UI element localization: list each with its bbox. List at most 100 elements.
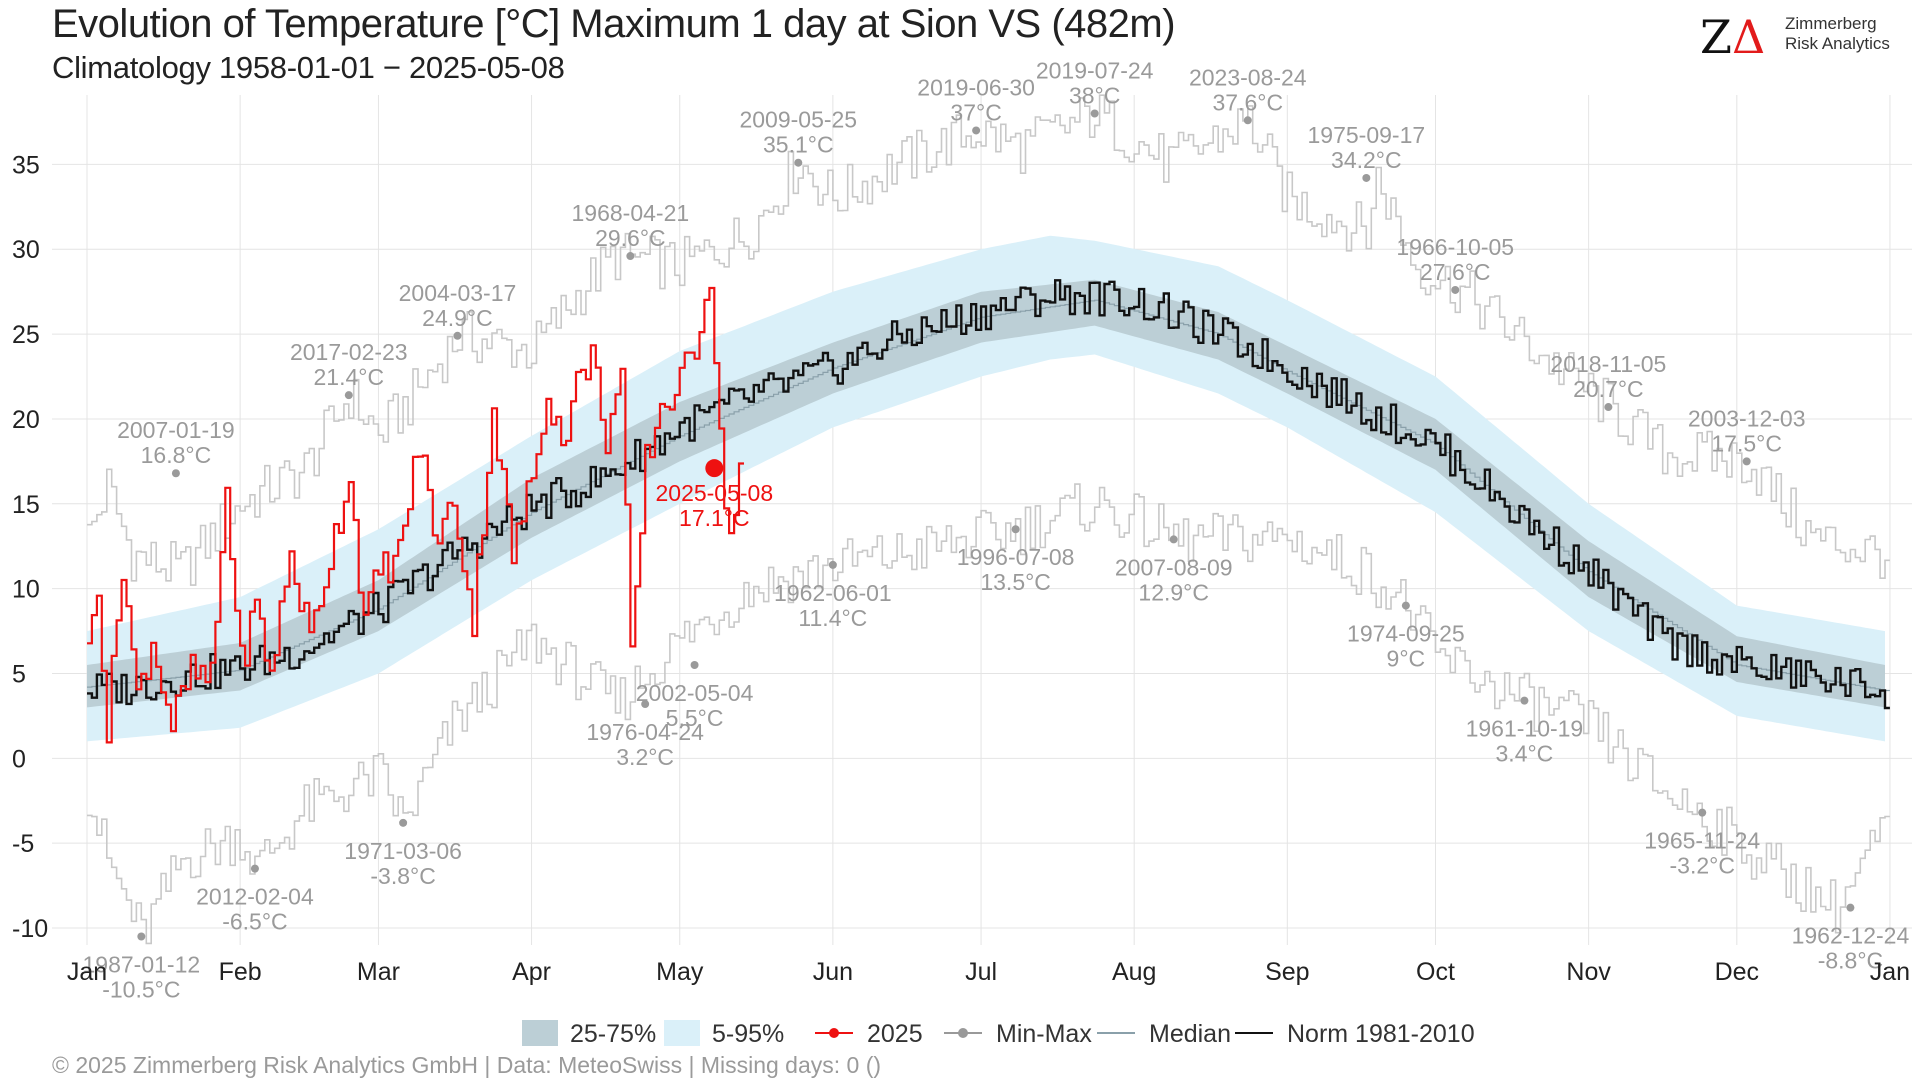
annotation-date: 2004-03-17 bbox=[399, 280, 517, 306]
footer-credit: © 2025 Zimmerberg Risk Analytics GmbH | … bbox=[52, 1052, 882, 1078]
annotation-value: 5.5°C bbox=[666, 705, 724, 731]
y-tick-label: 25 bbox=[12, 321, 40, 349]
annotation-date: 2007-08-09 bbox=[1115, 554, 1233, 580]
annotation-date: 1962-12-24 bbox=[1792, 923, 1910, 949]
percentile-bands bbox=[87, 235, 1885, 742]
x-tick-label: Jun bbox=[813, 958, 853, 986]
current-value-marker bbox=[705, 459, 724, 478]
legend-swatch bbox=[522, 1020, 558, 1046]
chart-header: Evolution of Temperature [°C] Maximum 1 … bbox=[0, 0, 1920, 100]
annotation-date: 2002-05-04 bbox=[636, 680, 754, 706]
annotation-value: 21.4°C bbox=[314, 364, 385, 390]
legend-label: Norm 1981-2010 bbox=[1287, 1020, 1475, 1048]
record-dot bbox=[828, 560, 837, 569]
record-dot bbox=[1698, 808, 1707, 817]
annotation-value: 3.2°C bbox=[616, 744, 674, 770]
annotation-value: 17.5°C bbox=[1711, 430, 1782, 456]
chart-legend: 25-75% 5-95% 2025 Min-Max Median Norm 1981-20… bbox=[0, 1016, 1920, 1050]
record-dot bbox=[972, 126, 981, 135]
annotation-value: 27.6°C bbox=[1420, 259, 1491, 285]
legend-line-icon bbox=[815, 1028, 853, 1038]
record-dot bbox=[250, 864, 259, 873]
x-tick-label: Mar bbox=[357, 958, 400, 986]
legend-swatch bbox=[664, 1020, 700, 1046]
record-dot bbox=[626, 252, 635, 261]
annotation-date: 2007-01-19 bbox=[117, 417, 235, 443]
annotation-value: 3.4°C bbox=[1496, 741, 1554, 767]
x-tick-label: May bbox=[656, 958, 704, 986]
chart-subtitle: Climatology 1958-01-01 − 2025-05-08 bbox=[52, 50, 565, 85]
annotation-value: 16.8°C bbox=[141, 442, 212, 468]
record-dot bbox=[137, 932, 146, 941]
y-tick-label: 20 bbox=[12, 406, 40, 434]
annotation-date: 1976-04-24 bbox=[586, 719, 704, 745]
x-tick-label: Aug bbox=[1112, 958, 1156, 986]
legend-line-icon bbox=[1097, 1032, 1135, 1034]
legend-line-icon bbox=[1235, 1032, 1273, 1034]
record-dot bbox=[1742, 457, 1751, 466]
series-max-line bbox=[87, 94, 1890, 586]
record-dot bbox=[641, 700, 650, 709]
x-tick-label: Dec bbox=[1715, 958, 1759, 986]
logo-mark: ZΔ bbox=[1700, 12, 1765, 62]
y-tick-label: -5 bbox=[12, 830, 34, 858]
legend-label: 5-95% bbox=[712, 1020, 785, 1048]
annotation-date: 1961-10-19 bbox=[1466, 716, 1584, 742]
record-dot bbox=[1401, 601, 1410, 610]
legend-line-icon bbox=[944, 1028, 982, 1038]
record-dot bbox=[399, 818, 408, 827]
y-tick-label: 30 bbox=[12, 236, 40, 264]
series-lines bbox=[87, 94, 1890, 945]
annotation-date: 2017-02-23 bbox=[290, 339, 408, 365]
logo-letter-z: Z bbox=[1700, 10, 1732, 64]
annotation-date: 1996-07-08 bbox=[957, 544, 1075, 570]
annotation-date: 1971-03-06 bbox=[344, 838, 462, 864]
annotation-date: 1974-09-25 bbox=[1347, 621, 1465, 647]
record-dot bbox=[1169, 535, 1178, 544]
annotation-value: 17.1°C bbox=[679, 505, 750, 531]
company-logo: ZΔ Zimmerberg Risk Analytics bbox=[1700, 12, 1910, 62]
x-tick-label: Nov bbox=[1566, 958, 1611, 986]
logo-delta-icon: Δ bbox=[1731, 10, 1766, 64]
y-tick-label: 0 bbox=[12, 745, 26, 773]
x-tick-label: Jan bbox=[1870, 958, 1910, 986]
annotation-value: 37°C bbox=[950, 99, 1001, 125]
annotation-date: 1962-06-01 bbox=[774, 580, 892, 606]
annotation-value: 24.9°C bbox=[422, 305, 493, 331]
band-25-75 bbox=[87, 279, 1885, 708]
grid-lines bbox=[52, 95, 1912, 945]
annotation-value: -10.5°C bbox=[102, 977, 180, 1003]
record-dot bbox=[1362, 173, 1371, 182]
annotation-date: 1975-09-17 bbox=[1308, 122, 1426, 148]
logo-line-2: Risk Analytics bbox=[1785, 34, 1890, 53]
legend-label: Median bbox=[1149, 1020, 1231, 1048]
axes: -10 -5 0 5 10 15 20 25 30 35 Jan Feb Mar Apr May Jun Jul… bbox=[12, 151, 1910, 986]
record-dot bbox=[453, 331, 462, 340]
record-dot bbox=[344, 391, 353, 400]
annotation-date: 1966-10-05 bbox=[1396, 234, 1514, 260]
x-tick-label: Sep bbox=[1265, 958, 1309, 986]
x-tick-label: Jan bbox=[67, 958, 107, 986]
y-tick-label: -10 bbox=[12, 915, 48, 943]
legend-label: 25-75% bbox=[570, 1020, 657, 1048]
x-tick-label: Jul bbox=[965, 958, 997, 986]
y-tick-label: 15 bbox=[12, 491, 40, 519]
legend-dot-icon bbox=[829, 1028, 839, 1038]
annotation-value: 11.4°C bbox=[798, 605, 867, 631]
y-tick-label: 5 bbox=[12, 660, 26, 688]
logo-line-1: Zimmerberg bbox=[1785, 14, 1877, 33]
annotation-date: 1968-04-21 bbox=[572, 200, 690, 226]
annotation-value: 35.1°C bbox=[763, 132, 834, 158]
annotation-value: -3.8°C bbox=[370, 863, 435, 889]
annotation-date: 2012-02-04 bbox=[196, 884, 314, 910]
record-dot bbox=[1846, 903, 1855, 912]
annotation-value: -3.2°C bbox=[1670, 853, 1735, 879]
logo-text: Zimmerberg Risk Analytics bbox=[1785, 14, 1890, 54]
record-dot bbox=[1011, 525, 1020, 534]
annotation-value: 20.7°C bbox=[1573, 376, 1644, 402]
annotation-value: 37.6°C bbox=[1213, 89, 1284, 115]
annotation-value: 38°C bbox=[1069, 82, 1120, 108]
legend-dot-icon bbox=[958, 1028, 968, 1038]
